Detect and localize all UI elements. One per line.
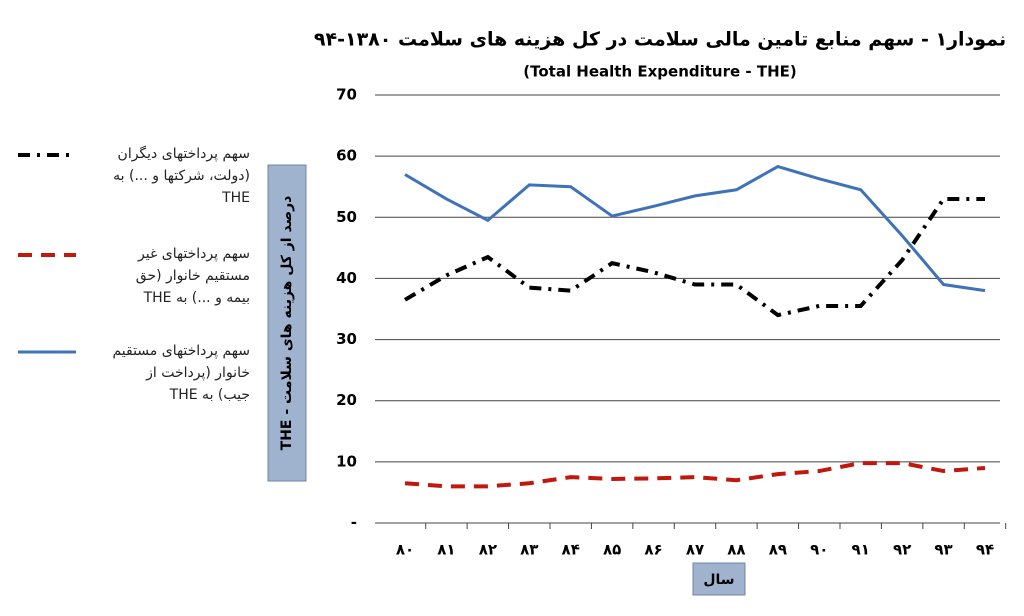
legend-label: سهم پرداختهای غیر مستقیم خانوار (حق بیمه… xyxy=(135,246,250,306)
x-tick-label: ۸۸ xyxy=(727,541,745,559)
x-tick-label: ۸۴ xyxy=(562,541,580,559)
x-tick-label: ۸۲ xyxy=(479,541,497,559)
x-tick-label: ۹۲ xyxy=(893,541,911,559)
x-axis-label: سال xyxy=(703,572,734,588)
x-tick-label: ۹۴ xyxy=(976,541,994,559)
x-label-box xyxy=(692,562,746,596)
x-tick-label: ۸۰ xyxy=(396,541,414,559)
y-tick-label: 40 xyxy=(336,269,357,287)
series-line xyxy=(404,461,986,489)
x-tick-label: ۸۶ xyxy=(644,541,662,559)
legend-label: سهم پرداختهای مستقیم خانوار (پرداخت از ج… xyxy=(112,343,250,403)
y-tick-label: 30 xyxy=(336,330,357,348)
series-line xyxy=(404,164,986,293)
x-tick-label: ۸۳ xyxy=(520,541,538,559)
series-line xyxy=(403,196,985,318)
y-tick-label: 20 xyxy=(336,391,357,409)
y-label-box xyxy=(267,164,307,482)
x-tick-label: ۸۱ xyxy=(437,541,455,559)
x-tick-label: ۹۳ xyxy=(934,541,952,559)
y-tick-label: 60 xyxy=(336,147,357,165)
x-tick-label: ۸۹ xyxy=(769,541,787,559)
y-axis-label: درصد از کل هزینه های سلامت - THE xyxy=(279,196,295,451)
x-tick-label: ۹۰ xyxy=(810,541,828,559)
x-tick-label: ۸۵ xyxy=(603,541,621,559)
legend-label: سهم پرداختهای دیگران (دولت، شرکتها و ...… xyxy=(113,146,250,206)
y-tick-label: 70 xyxy=(336,86,357,104)
x-tick-label: ۹۱ xyxy=(852,541,870,559)
chart-subtitle: (Total Health Expenditure - THE) xyxy=(523,63,797,81)
x-tick-label: ۸۷ xyxy=(686,541,704,559)
chart-title: نمودار۱ - سهم منابع تامین مالی سلامت در … xyxy=(314,29,1006,51)
y-tick-label: 50 xyxy=(336,208,357,226)
y-tick-label: - xyxy=(351,514,357,532)
y-tick-label: 10 xyxy=(336,452,357,470)
